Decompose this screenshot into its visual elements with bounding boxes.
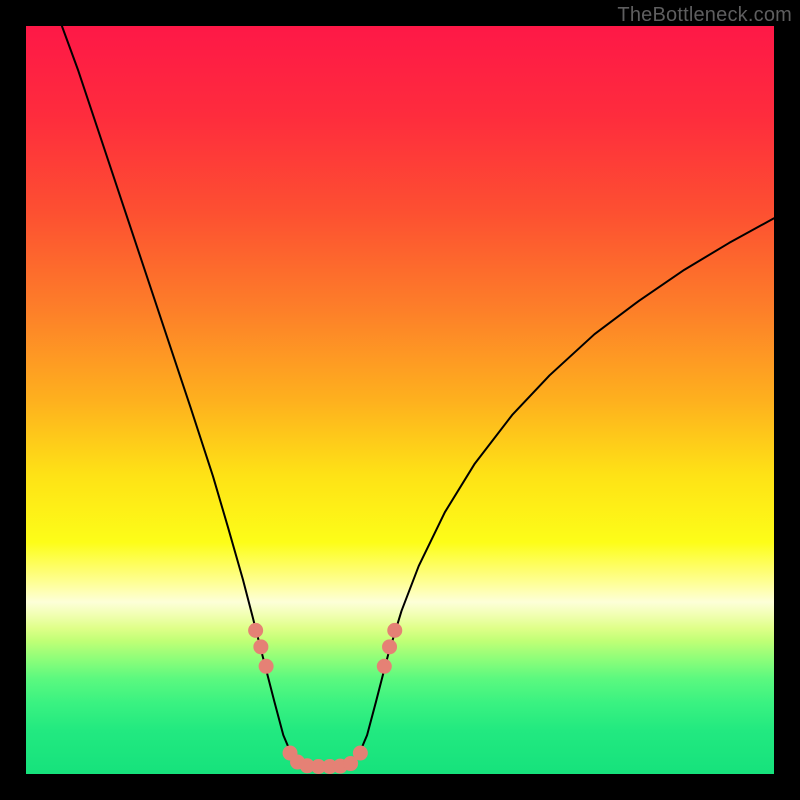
plot-background [26,26,774,774]
marker-dot [353,746,368,761]
chart-container: TheBottleneck.com [0,0,800,800]
marker-dot [377,659,392,674]
watermark-text: TheBottleneck.com [617,4,792,27]
marker-dot [248,623,263,638]
marker-dot [387,623,402,638]
marker-dot [253,639,268,654]
marker-dot [259,659,274,674]
marker-dot [382,639,397,654]
bottleneck-chart [0,0,800,800]
